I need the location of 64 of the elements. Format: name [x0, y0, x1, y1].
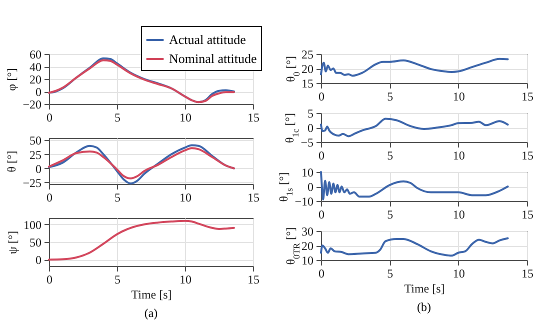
line-series — [48, 220, 235, 261]
y-tick-label: 0 — [308, 121, 314, 135]
y-tick-label: −25 — [22, 176, 42, 190]
x-tick-label: 5 — [387, 90, 394, 104]
y-tick-label: 0 — [36, 162, 42, 176]
legend-label: Actual attitude — [169, 32, 246, 47]
y-tick-label: 100 — [24, 218, 42, 232]
y-tick-label: 20 — [302, 62, 314, 76]
x-tick-label: 10 — [452, 90, 465, 104]
x-tick-label: 5 — [387, 208, 394, 222]
y-tick-label: 20 — [30, 72, 42, 86]
y-axis-title: ψ [°] — [6, 230, 20, 254]
line-series — [320, 171, 509, 201]
x-tick-label: 10 — [180, 190, 192, 204]
x-tick-label: 15 — [522, 90, 534, 104]
y-tick-label: 15 — [302, 76, 314, 90]
x-tick-label: 5 — [114, 190, 120, 204]
x-tick-label: 15 — [248, 190, 260, 204]
x-tick-label: 5 — [387, 148, 394, 162]
y-tick-label: 50 — [30, 236, 42, 250]
line-series — [320, 237, 509, 257]
y-tick-label: −20 — [22, 98, 42, 112]
y-tick-label: 25 — [302, 48, 314, 62]
x-tick-label: 5 — [114, 110, 120, 124]
y-tick-label: −10 — [294, 194, 314, 208]
y-axis-title: θ [°] — [4, 150, 19, 172]
x-tick-label: 0 — [318, 266, 324, 280]
x-tick-label: 10 — [452, 148, 465, 162]
x-tick-label: 0 — [318, 90, 324, 104]
line-series — [320, 58, 509, 77]
y-tick-label: 10 — [302, 166, 314, 180]
text: (a) — [144, 306, 158, 320]
x-tick-label: 0 — [46, 110, 52, 124]
x-tick-label: 0 — [46, 190, 52, 204]
x-axis-title: Time [s] — [131, 288, 172, 302]
y-axis-title: φ [°] — [4, 68, 19, 91]
y-tick-label: 50 — [30, 134, 42, 148]
y-tick-label: 20 — [302, 239, 314, 253]
y-tick-label: 10 — [302, 254, 314, 268]
x-tick-label: 10 — [180, 110, 192, 124]
x-tick-label: 10 — [180, 272, 192, 286]
y-tick-label: 0 — [36, 253, 42, 268]
y-tick-label: 25 — [30, 148, 42, 162]
y-tick-label: 60 — [30, 48, 42, 62]
x-axis-title: Time [s] — [404, 282, 445, 296]
x-tick-label: 15 — [248, 110, 260, 124]
text: (b) — [417, 300, 431, 314]
y-tick-label: 30 — [302, 224, 314, 238]
legend-label: Nominal attitude — [169, 51, 257, 66]
x-tick-label: 15 — [522, 148, 534, 162]
x-tick-label: 0 — [318, 208, 324, 222]
x-tick-label: 5 — [387, 266, 394, 280]
x-tick-label: 15 — [522, 208, 534, 222]
x-tick-label: 5 — [114, 272, 120, 286]
y-tick-label: −5 — [300, 136, 314, 150]
x-tick-label: 10 — [452, 266, 465, 280]
x-tick-label: 10 — [452, 208, 465, 222]
y-tick-label: 0 — [308, 180, 314, 194]
x-tick-label: 0 — [318, 148, 324, 162]
x-tick-label: 0 — [46, 272, 52, 286]
x-tick-label: 15 — [248, 272, 260, 286]
y-tick-label: 40 — [30, 60, 42, 74]
x-tick-label: 15 — [522, 266, 534, 280]
line-series — [320, 118, 509, 138]
